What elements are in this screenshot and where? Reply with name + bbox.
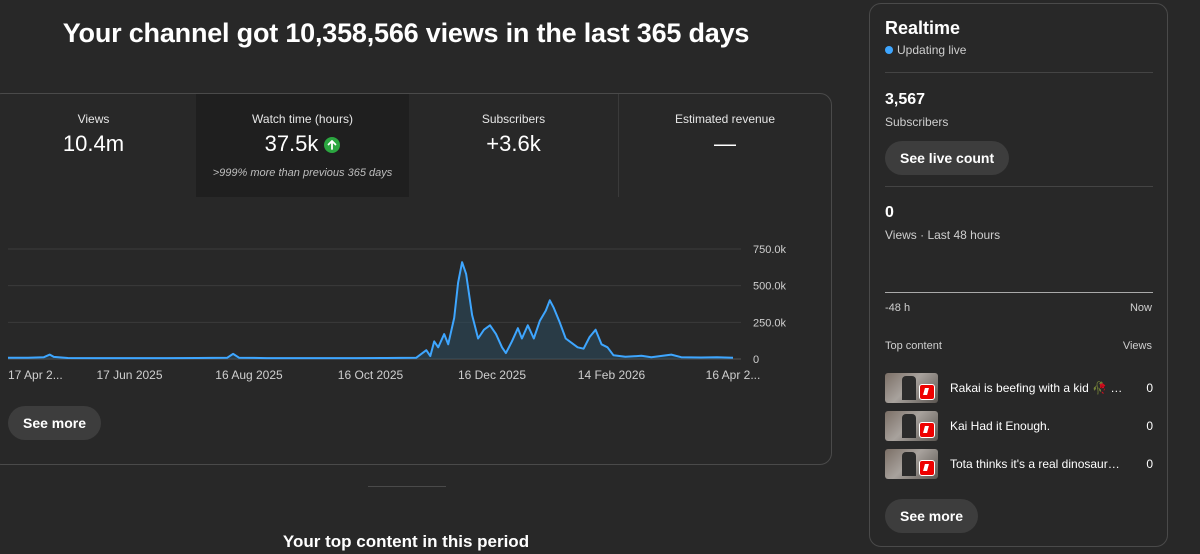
video-thumbnail (885, 373, 938, 403)
realtime-views-count: 0 (885, 204, 894, 221)
page-headline: Your channel got 10,358,566 views in the… (62, 18, 750, 48)
x-tick-label: 16 Apr 2... (706, 368, 761, 382)
metric-label: Watch time (hours) (252, 112, 353, 126)
see-more-button[interactable]: See more (8, 406, 102, 440)
shorts-icon (919, 422, 935, 438)
metric-comparison: >999% more than previous 365 days (212, 167, 393, 179)
metric-label: Subscribers (481, 112, 546, 126)
metric-tab-revenue[interactable]: Estimated revenue — (619, 94, 831, 197)
y-tick-label: 0 (753, 354, 759, 366)
video-thumbnail (885, 411, 938, 441)
views-column-label: Views (1122, 340, 1152, 352)
views-chart[interactable]: 750.0k 500.0k 250.0k 0 17 Apr 2... 17 Jun 202… (0, 197, 831, 397)
metric-tab-watch-time[interactable]: Watch time (hours) 37.5k >999% more than… (196, 94, 409, 197)
analytics-card: Views 10.4m Watch time (hours) 37.5k >99… (0, 93, 832, 465)
video-views: 0 (1146, 419, 1153, 433)
top-content-item[interactable]: Tota thinks it's a real dinosaur… 0 (885, 449, 1153, 480)
arrow-up-icon (324, 137, 341, 153)
see-live-count-button[interactable]: See live count (885, 141, 1010, 175)
metric-label: Views (77, 112, 110, 126)
y-tick-label: 250.0k (753, 317, 787, 329)
x-tick-label: 17 Apr 2... (8, 368, 63, 382)
metric-tab-subscribers[interactable]: Subscribers +3.6k (409, 94, 619, 197)
metric-value: +3.6k (486, 131, 541, 156)
y-tick-label: 500.0k (753, 281, 787, 293)
shorts-icon (919, 460, 935, 476)
top-content-label: Top content (885, 340, 942, 352)
x-tick-label: 14 Feb 2026 (578, 368, 646, 382)
video-views: 0 (1146, 381, 1153, 395)
realtime-subscribers-count: 3,567 (885, 91, 926, 108)
shorts-icon (919, 384, 935, 400)
x-tick-label: 17 Jun 2025 (96, 368, 162, 382)
metric-value: — (714, 131, 736, 156)
video-views: 0 (1146, 457, 1153, 471)
realtime-chart-axis (885, 292, 1153, 293)
metric-tabs: Views 10.4m Watch time (hours) 37.5k >99… (0, 94, 831, 197)
metric-tab-views[interactable]: Views 10.4m (0, 94, 196, 197)
top-content-item[interactable]: Rakai is beefing with a kid 🥀 … 0 (885, 373, 1153, 404)
realtime-axis-end: Now (1129, 302, 1152, 314)
x-tick-label: 16 Dec 2025 (458, 368, 526, 382)
video-title: Tota thinks it's a real dinosaur… (950, 457, 1120, 471)
section-divider (368, 486, 446, 487)
realtime-see-more-button[interactable]: See more (885, 499, 979, 533)
views-chart-svg: 750.0k 500.0k 250.0k 0 17 Apr 2... 17 Jun 202… (7, 244, 787, 382)
y-tick-label: 750.0k (753, 244, 787, 256)
top-content-heading: Your top content in this period (282, 532, 530, 551)
divider (885, 72, 1153, 73)
live-dot-icon (885, 46, 893, 54)
realtime-views-label: Views · Last 48 hours (885, 228, 1001, 242)
realtime-status-text: Updating live (897, 43, 967, 57)
x-tick-label: 16 Oct 2025 (338, 368, 404, 382)
views-line (7, 261, 734, 360)
x-tick-label: 16 Aug 2025 (215, 368, 283, 382)
video-title: Rakai is beefing with a kid 🥀 … (950, 381, 1123, 395)
metric-value: 10.4m (62, 131, 125, 156)
video-title: Kai Had it Enough. (950, 419, 1051, 433)
top-content-item[interactable]: Kai Had it Enough. 0 (885, 411, 1153, 442)
metric-label: Estimated revenue (674, 112, 776, 126)
metric-value: 37.5k (264, 131, 319, 156)
realtime-subscribers-label: Subscribers (885, 115, 949, 129)
views-area (8, 262, 733, 359)
realtime-panel: Realtime Updating live 3,567 Subscribers… (869, 3, 1168, 547)
realtime-status: Updating live (885, 43, 966, 57)
realtime-axis-start: -48 h (885, 302, 911, 314)
realtime-title: Realtime (885, 18, 961, 38)
divider (885, 186, 1153, 187)
video-thumbnail (885, 449, 938, 479)
